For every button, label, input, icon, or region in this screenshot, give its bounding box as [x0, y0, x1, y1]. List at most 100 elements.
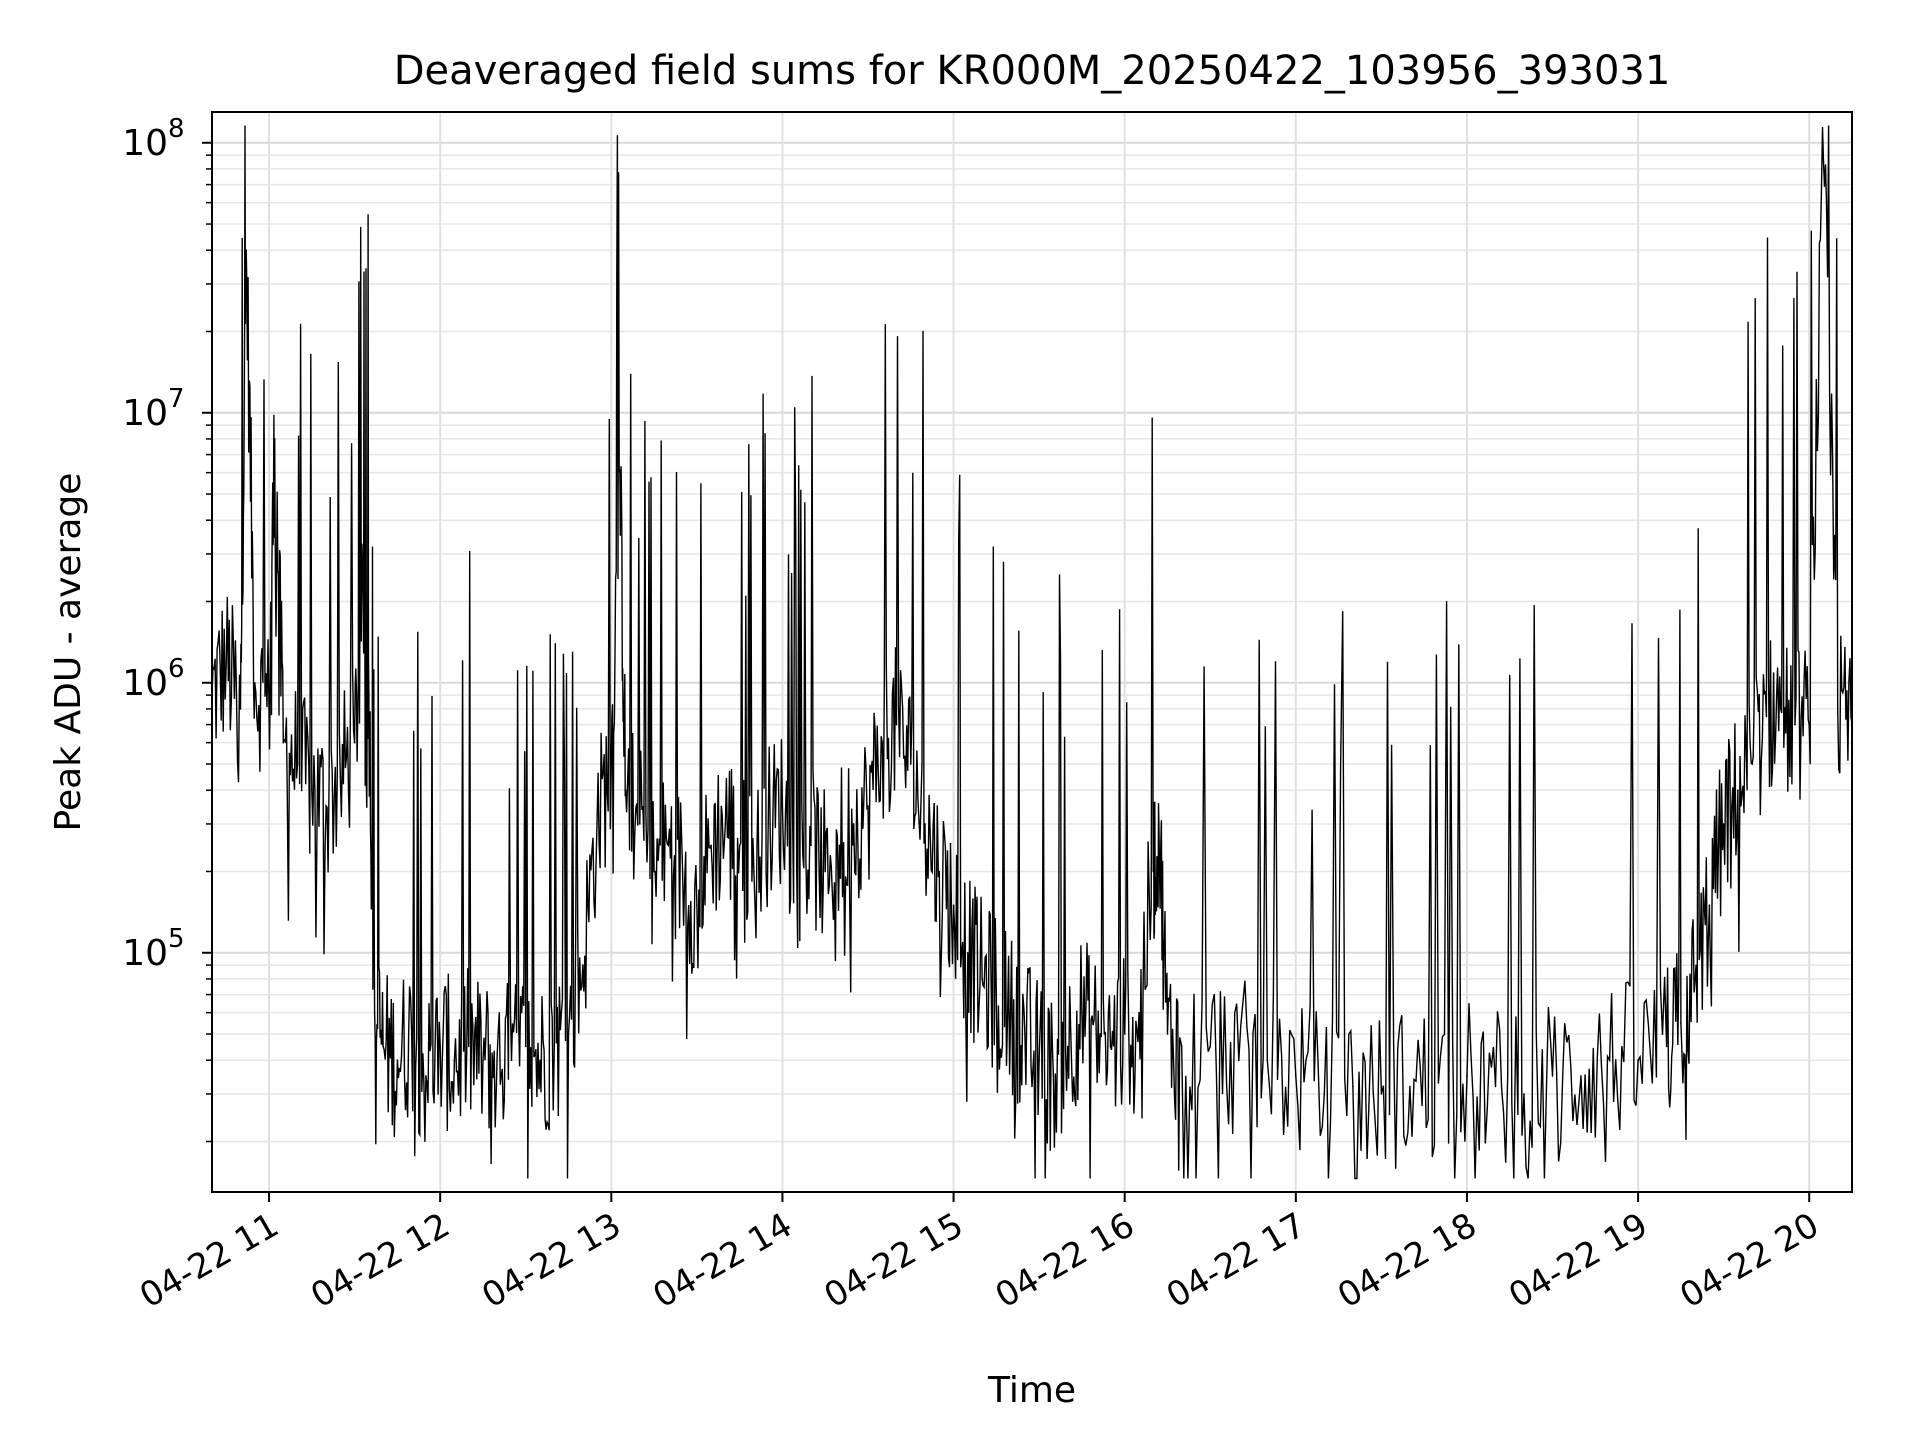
data-point: [1822, 161, 1825, 163]
data-point: [1166, 1033, 1169, 1035]
data-point: [1024, 1033, 1026, 1035]
data-point: [1523, 1093, 1525, 1095]
x-axis-label: Time: [987, 1370, 1076, 1411]
data-point: [1158, 823, 1160, 825]
data-point: [824, 870, 826, 873]
data-point: [639, 823, 641, 825]
y-tick-base: 10: [122, 663, 168, 704]
data-point: [496, 1053, 499, 1056]
data-point: [810, 844, 812, 847]
data-point: [245, 249, 247, 251]
data-point: [1608, 1059, 1611, 1061]
data-point: [867, 805, 869, 807]
data-point: [553, 1045, 556, 1048]
data-point: [362, 600, 365, 603]
data-point: [1081, 1011, 1083, 1014]
data-point: [738, 844, 741, 847]
data-point: [1380, 1093, 1383, 1095]
data-point: [967, 952, 969, 954]
data-point: [254, 682, 256, 684]
data-point: [710, 844, 712, 847]
y-tick-exponent: 5: [168, 924, 185, 954]
data-point: [952, 904, 955, 906]
data-point: [881, 741, 884, 744]
data-point: [1323, 1093, 1326, 1095]
data-point: [1352, 1085, 1354, 1088]
y-tick-exponent: 6: [168, 654, 185, 684]
y-tick-exponent: 8: [168, 114, 185, 144]
data-point: [1466, 1075, 1468, 1077]
data-point: [653, 870, 655, 873]
data-point: [1152, 870, 1154, 873]
y-tick-label: 10: [122, 933, 168, 974]
data-point: [410, 1033, 413, 1035]
data-point: [895, 723, 898, 726]
data-point: [1138, 1011, 1140, 1014]
data-point: [1680, 1022, 1682, 1024]
data-point: [225, 660, 228, 663]
plot-frame: [211, 111, 1853, 1193]
y-tick-base: 10: [122, 123, 168, 164]
data-point: [852, 823, 855, 825]
data-point: [1708, 904, 1711, 906]
data-point: [1109, 1045, 1112, 1048]
data-point: [753, 870, 755, 873]
y-axis-label: Peak ADU - average: [48, 473, 89, 832]
data-point: [373, 1011, 376, 1014]
data-point: [539, 1059, 541, 1061]
data-point: [596, 823, 598, 825]
data-point: [1737, 789, 1739, 791]
data-point: [795, 870, 798, 873]
data-point: [1038, 1059, 1040, 1061]
data-point: [910, 763, 912, 765]
data-point: [368, 694, 370, 696]
data-point: [1765, 715, 1768, 718]
data-point: [1238, 1059, 1240, 1061]
data-point: [1409, 1085, 1411, 1088]
data-point: [273, 438, 276, 440]
line-layer: [211, 125, 1853, 1180]
data-point: [425, 1075, 427, 1077]
data-point: [1123, 1033, 1126, 1035]
data-point: [1437, 1082, 1440, 1084]
data-point: [610, 763, 613, 765]
data-point: [282, 741, 285, 744]
y-tick-label: 10: [122, 393, 168, 434]
data-point: [482, 1059, 484, 1061]
chart-title: Deaveraged field sums for KR000M_2025042…: [394, 48, 1671, 94]
data-point: [268, 708, 270, 710]
data-point: [619, 471, 621, 474]
data-point: [1779, 708, 1782, 710]
data-point: [624, 789, 627, 791]
y-tick-label: 10: [122, 123, 168, 164]
data-point: [453, 1059, 456, 1061]
y-tick-base: 10: [122, 393, 168, 434]
data-point: [239, 708, 242, 710]
data-point: [1808, 723, 1810, 726]
data-point: [1836, 708, 1839, 710]
data-point: [311, 789, 313, 791]
data-point: [1551, 1075, 1554, 1077]
data-point: [396, 1059, 399, 1061]
data-point: [1095, 1033, 1097, 1035]
data-point: [353, 741, 356, 744]
data-point: [582, 964, 584, 966]
data-point: [1295, 1075, 1297, 1077]
data-point: [938, 870, 941, 873]
data-point: [325, 805, 327, 807]
data-point: [1665, 1045, 1668, 1048]
data-point: [924, 823, 926, 825]
data-point: [696, 904, 698, 906]
data-point: [439, 1045, 442, 1048]
data-point: [838, 844, 841, 847]
data-point: [995, 993, 998, 996]
data-point: [1209, 1045, 1212, 1048]
data-point: [724, 823, 727, 825]
data-point: [1266, 1059, 1269, 1061]
data-point: [767, 823, 769, 825]
data-point: [339, 775, 342, 778]
data-point: [781, 805, 784, 807]
y-tick-exponent: 7: [168, 384, 185, 414]
